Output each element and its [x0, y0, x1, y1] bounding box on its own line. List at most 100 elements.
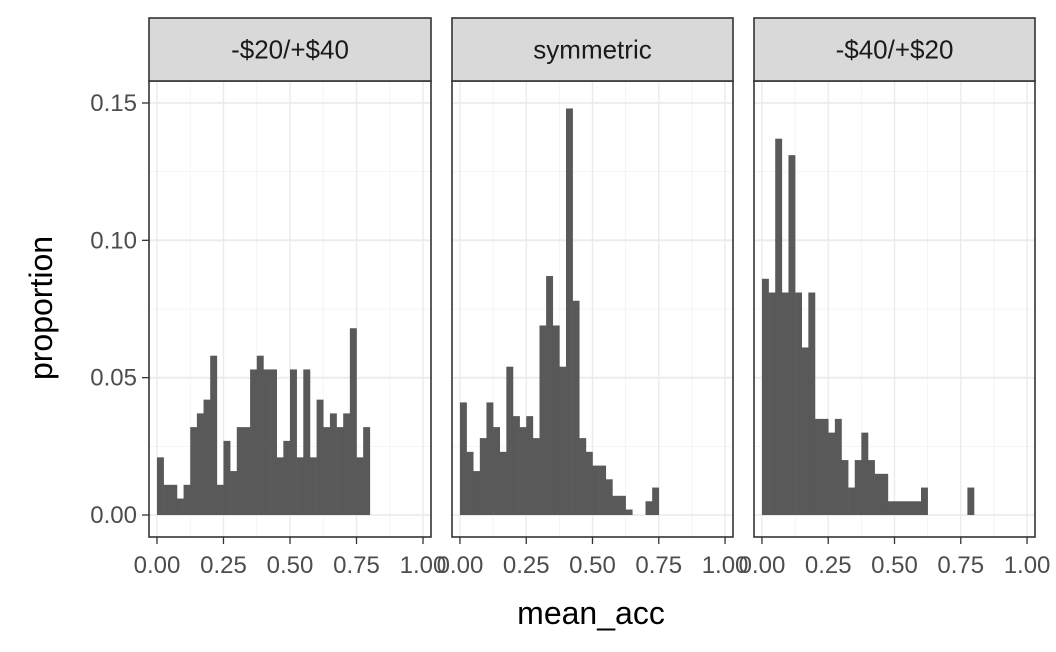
facet-strip-label: symmetric	[533, 35, 651, 65]
histogram-bar	[546, 276, 554, 516]
histogram-bar	[309, 457, 317, 516]
histogram-bar	[867, 460, 875, 516]
x-tick-label: 1.00	[1004, 552, 1051, 579]
x-tick-label: 0.75	[333, 552, 380, 579]
y-tick-label: 0.15	[90, 90, 137, 117]
histogram-bar	[486, 402, 494, 516]
x-tick-label: 0.50	[267, 552, 314, 579]
histogram-bar	[216, 484, 224, 516]
facet-strip	[753, 17, 1036, 82]
histogram-bar	[921, 487, 928, 516]
histogram-bar	[290, 369, 297, 516]
histogram-bar	[343, 413, 351, 516]
x-tick-label: 0.75	[635, 552, 682, 579]
histogram-bar	[303, 369, 311, 516]
x-tick-label: 0.75	[937, 552, 984, 579]
histogram-bar	[243, 427, 251, 516]
histogram-bar	[841, 460, 849, 516]
y-axis: 0.00 0.05 0.10 0.15	[90, 90, 149, 529]
histogram-bar	[599, 465, 607, 516]
histogram-bar	[210, 355, 218, 516]
histogram-bar	[183, 484, 191, 516]
histogram-bar	[585, 451, 593, 516]
histogram-bar	[256, 355, 264, 516]
histogram-bar	[652, 487, 660, 516]
histogram-bar	[203, 399, 211, 516]
histogram-bar	[854, 460, 862, 516]
histogram-bar	[539, 325, 547, 516]
histogram-bar	[559, 366, 567, 516]
histogram-bar	[808, 292, 816, 516]
histogram-bar	[579, 438, 587, 516]
histogram-bar	[821, 418, 829, 516]
histogram-bar	[907, 501, 915, 516]
histogram-bar	[196, 413, 204, 516]
histogram-bar	[493, 427, 501, 516]
histogram-bar	[914, 501, 922, 516]
histogram-bar	[848, 487, 856, 516]
histogram-bar	[296, 457, 304, 516]
facet-panel: symmetric 0.00 0.25 0.50 0.75 1.00	[437, 17, 749, 579]
x-tick-label: 0.00	[437, 552, 484, 579]
histogram-bar	[801, 347, 809, 516]
histogram-bar	[552, 325, 560, 516]
histogram-bar	[329, 413, 337, 516]
histogram-bar	[532, 438, 540, 516]
histogram-bar	[316, 399, 324, 516]
histogram-bar	[775, 138, 783, 516]
histogram-bar	[625, 509, 633, 516]
histogram-bar	[834, 418, 842, 516]
histogram-bar	[356, 457, 364, 516]
y-tick-label: 0.10	[90, 227, 137, 254]
histogram-bar	[170, 484, 178, 516]
histogram-bar	[176, 498, 184, 516]
histogram-bar	[163, 484, 171, 516]
facet-panel: -$20/+$40 0.00 0.25 0.50 0.75 1.00	[134, 17, 447, 579]
histogram-bar	[781, 292, 789, 516]
x-tick-label: 1.00	[702, 552, 749, 579]
y-axis-title: proportion	[23, 236, 59, 380]
histogram-bar	[768, 292, 776, 516]
histogram-bar	[645, 501, 653, 516]
histogram-bar	[592, 465, 600, 516]
facet-strip-label: -$20/+$40	[231, 35, 349, 65]
histogram-bar	[795, 292, 803, 516]
histogram-bar	[788, 155, 796, 516]
histogram-bar	[619, 495, 626, 516]
histogram-bar	[230, 471, 238, 516]
histogram-bar	[156, 457, 164, 516]
histogram-bar	[336, 427, 344, 516]
histogram-bar	[250, 369, 258, 516]
histogram-bar	[612, 495, 620, 516]
histogram-bar	[363, 427, 371, 516]
x-tick-label: 0.25	[805, 552, 852, 579]
histogram-bar	[506, 366, 514, 516]
histogram-bar	[466, 451, 474, 516]
histogram-bar	[236, 427, 244, 516]
histogram-bar	[572, 300, 580, 516]
histogram-bar	[881, 473, 889, 516]
histogram-bar	[323, 427, 331, 516]
histogram-bar	[473, 471, 481, 516]
histogram-bar	[190, 427, 198, 516]
histogram-bar	[283, 440, 291, 516]
histogram-bar	[565, 108, 573, 516]
x-tick-label: 1.00	[400, 552, 447, 579]
histogram-bar	[894, 501, 902, 516]
histogram-bar	[967, 487, 975, 516]
histogram-bar	[519, 427, 527, 516]
histogram-bar	[223, 440, 231, 516]
histogram-bar	[814, 418, 822, 516]
x-tick-label: 0.50	[871, 552, 918, 579]
y-tick-label: 0.05	[90, 365, 137, 392]
histogram-bar	[459, 402, 467, 516]
histogram-bar	[479, 438, 487, 516]
x-tick-label: 0.00	[134, 552, 181, 579]
histogram-bar	[512, 416, 520, 516]
histogram-bar	[499, 451, 507, 516]
histogram-bar	[761, 278, 769, 516]
histogram-bar	[270, 369, 277, 516]
x-axis-title: mean_acc	[517, 595, 665, 631]
facet-panel: -$40/+$20 0.00 0.25 0.50 0.75 1.00	[739, 17, 1051, 579]
